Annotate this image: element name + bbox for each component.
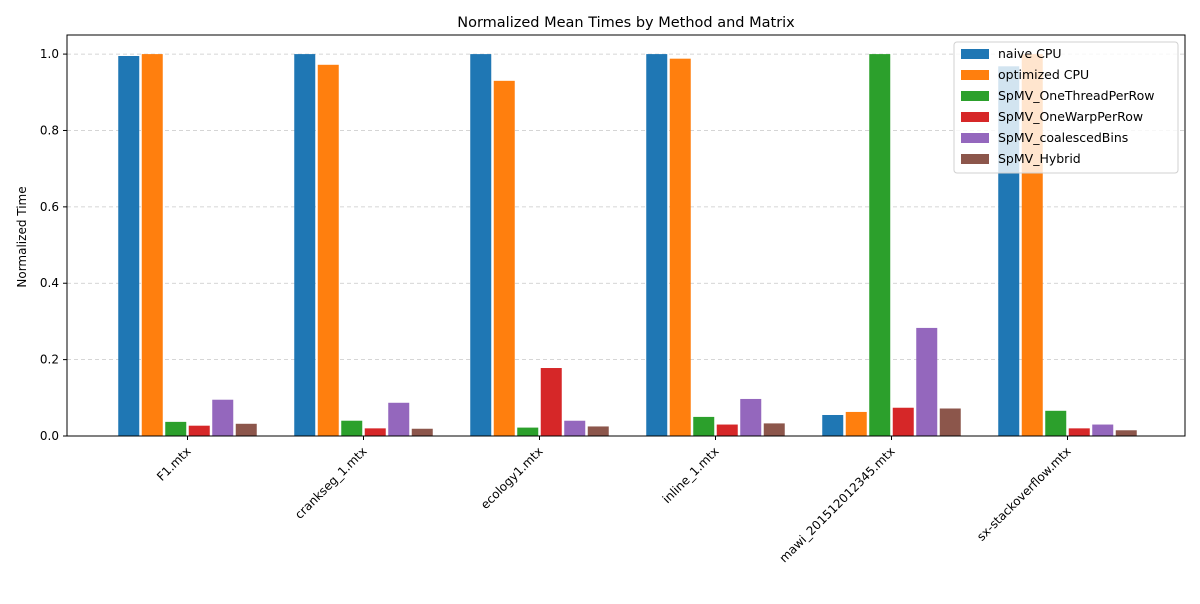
bar-1-2	[493, 80, 515, 436]
legend-frame	[953, 41, 1179, 174]
legend-label: SpMV_Hybrid	[998, 151, 1081, 166]
bar-4-2	[564, 420, 586, 436]
x-axis: F1.mtx crankseg_1.mtx ecology1.mtx inline_1…	[154, 436, 1074, 565]
x-tick-label: sx-stackoverflow.mtx	[974, 444, 1074, 544]
x-tick-label: crankseg_1.mtx	[292, 444, 370, 522]
legend-label: SpMV_OneWarpPerRow	[998, 109, 1143, 124]
y-tick-label: 1.0	[40, 47, 59, 61]
bar-0-4	[822, 414, 844, 436]
bar-2-3	[693, 416, 715, 436]
y-axis: 0.0 0.2 0.4 0.6 0.8 1.0	[40, 47, 67, 443]
bar-0-2	[470, 54, 492, 436]
x-tick-label: ecology1.mtx	[478, 444, 546, 512]
legend-swatch	[961, 49, 989, 59]
bar-1-3	[669, 58, 691, 436]
y-tick-label: 0.4	[40, 276, 59, 290]
bar-1-4	[845, 411, 867, 436]
legend-swatch	[961, 91, 989, 101]
bar-5-0	[235, 423, 257, 436]
x-tick-label: inline_1.mtx	[660, 444, 722, 506]
bars	[118, 54, 1137, 436]
y-tick-label: 0.8	[40, 123, 59, 137]
bar-4-0	[212, 399, 234, 436]
bar-3-4	[892, 407, 914, 436]
bar-4-1	[388, 402, 410, 436]
bar-4-4	[916, 327, 938, 436]
legend-swatch	[961, 154, 989, 164]
legend-swatch	[961, 70, 989, 80]
bar-4-5	[1092, 424, 1114, 436]
legend-swatch	[961, 133, 989, 143]
y-tick-label: 0.0	[40, 429, 59, 443]
bar-5-1	[411, 428, 433, 436]
bar-3-1	[364, 428, 386, 436]
legend: naive CPU optimized CPU SpMV_OneThreadPerR…	[953, 41, 1179, 174]
legend-swatch	[961, 112, 989, 122]
legend-label: naive CPU	[998, 46, 1062, 61]
bar-3-3	[716, 424, 738, 436]
bar-0-1	[294, 54, 316, 436]
y-tick-label: 0.6	[40, 200, 59, 214]
bar-1-1	[317, 64, 339, 436]
bar-0-0	[118, 56, 140, 436]
bar-4-3	[740, 398, 762, 436]
y-tick-label: 0.2	[40, 353, 59, 367]
legend-label: SpMV_OneThreadPerRow	[998, 88, 1155, 103]
chart-title: Normalized Mean Times by Method and Matr…	[457, 15, 795, 31]
x-tick-label: F1.mtx	[154, 444, 193, 483]
bar-2-4	[869, 54, 891, 436]
bar-3-2	[540, 368, 562, 436]
bar-2-1	[341, 420, 363, 436]
bar-5-5	[1115, 430, 1137, 436]
y-axis-label: Normalized Time	[15, 186, 29, 287]
bar-1-0	[141, 54, 163, 436]
bar-3-5	[1068, 428, 1090, 436]
bar-5-3	[763, 423, 785, 436]
bar-0-3	[646, 54, 668, 436]
bar-2-0	[165, 421, 187, 436]
bar-3-0	[188, 425, 210, 436]
legend-label: SpMV_coalescedBins	[998, 130, 1128, 145]
bar-2-5	[1045, 410, 1067, 436]
bar-5-2	[587, 426, 609, 436]
bar-2-2	[517, 427, 539, 436]
x-tick-label: mawi_201512012345.mtx	[777, 444, 898, 565]
legend-label: optimized CPU	[998, 67, 1089, 82]
bar-5-4	[939, 408, 961, 436]
plot-frame	[66, 34, 1186, 437]
